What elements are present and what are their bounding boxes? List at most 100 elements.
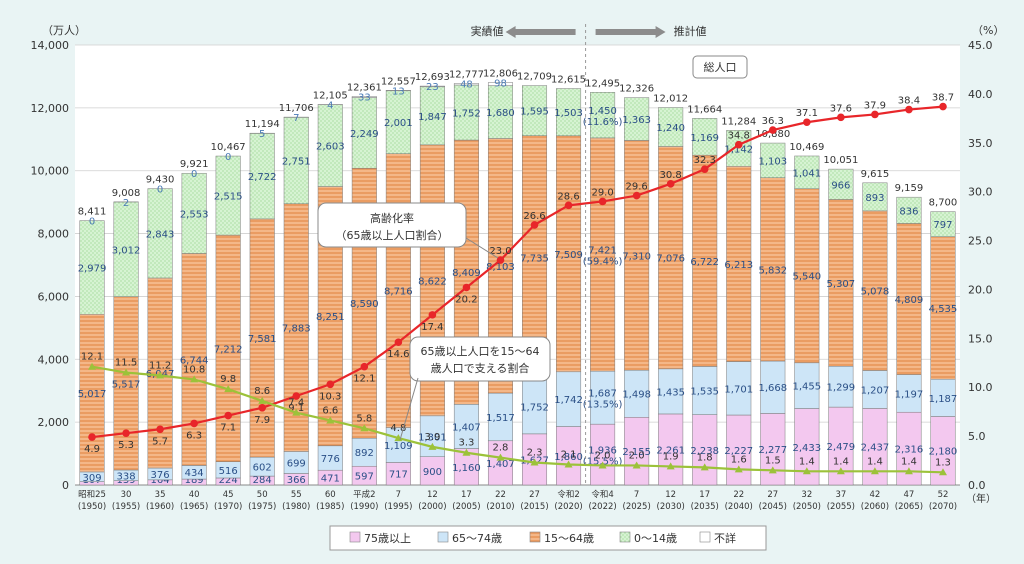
left-tick-label: 0: [62, 479, 69, 492]
line-point: [224, 412, 232, 420]
total-label: 12,806: [483, 69, 518, 80]
left-tick-label: 14,000: [31, 39, 70, 52]
line-value-label: 11.5: [115, 358, 137, 369]
segment-value-label: 1,687: [588, 389, 617, 400]
segment-value-label: 13: [392, 86, 405, 97]
line-value-label: 9.8: [220, 374, 236, 385]
legend-swatch: [350, 532, 360, 542]
total-label: 9,430: [146, 175, 175, 186]
segment-value-label: 597: [355, 472, 374, 483]
left-tick-label: 2,000: [38, 416, 70, 429]
segment-value-label: 7,509: [554, 250, 583, 261]
x-year-label: (1955): [112, 502, 140, 512]
line-point: [463, 284, 471, 292]
line-value-label: 1.4: [833, 456, 849, 467]
segment-value-label: 434: [185, 468, 204, 479]
x-year-label: (2022): [588, 502, 616, 512]
total-label: 12,326: [619, 84, 654, 95]
estimate-label: 推計値: [674, 24, 707, 38]
line-value-label: 2.0: [595, 450, 611, 461]
segment-value-label: 699: [287, 459, 306, 470]
x-year-label: (2040): [725, 502, 753, 512]
x-year-label: (2060): [861, 502, 889, 512]
x-year-label: (2070): [929, 502, 957, 512]
x-year-label: (2025): [623, 502, 651, 512]
segment-value-label: 2,479: [827, 442, 856, 453]
right-y-axis: 0.05.010.015.020.025.030.035.040.045.0（%…: [966, 24, 1004, 505]
x-era-label: 22: [733, 490, 744, 500]
total-label: 12,557: [381, 76, 416, 87]
support-callout-line: 歳人口で支える割合: [431, 361, 530, 375]
actual-label: 実績値: [471, 24, 504, 38]
segment-value-label: 98: [494, 79, 507, 90]
segment-value-label: 1,435: [656, 387, 685, 398]
segment-value-label: 5,832: [758, 265, 787, 276]
x-era-label: 令和4: [591, 489, 613, 500]
line-value-label: 2.1: [561, 449, 577, 460]
x-era-label: 47: [904, 490, 915, 500]
line-value-label: 32.3: [694, 155, 716, 166]
x-year-label: (1960): [146, 502, 174, 512]
segment-value-label: 1,503: [554, 108, 583, 119]
total-label: 10,467: [211, 142, 246, 153]
segment-value-label: 1,847: [418, 112, 447, 123]
right-tick-label: 30.0: [968, 186, 993, 199]
segment-value-label: 1,299: [827, 383, 856, 394]
line-value-label: 37.1: [796, 108, 818, 119]
segment-value-label: 2,843: [146, 229, 175, 240]
segment-value-label: 23: [426, 82, 439, 93]
segment-value-label: 1,109: [384, 441, 413, 452]
legend-label: 0～14歳: [634, 532, 677, 545]
total-label: 9,159: [895, 183, 924, 194]
segment-value-label: 2,603: [316, 142, 345, 153]
segment-value-label: (59.4%): [583, 257, 623, 268]
segment-value-label: 1,535: [690, 387, 719, 398]
total-label: 9,008: [112, 188, 141, 199]
total-label: 10,469: [789, 142, 824, 153]
total-label: 12,777: [449, 69, 484, 80]
x-era-label: 27: [767, 490, 778, 500]
x-year-label: (2020): [554, 502, 582, 512]
legend-label: 75歳以上: [364, 532, 411, 545]
line-value-label: 8.6: [254, 386, 270, 397]
legend-label: 15～64歳: [544, 532, 594, 545]
segment-value-label: 1,752: [520, 402, 549, 413]
support-callout-line: 65歳以上人口を15～64: [421, 345, 540, 358]
segment-value-label: 0: [157, 185, 163, 196]
line-value-label: 30.8: [660, 170, 682, 181]
line-value-label: 7.4: [288, 398, 304, 409]
segment-value-label: 1,041: [793, 168, 822, 179]
segment-value-label: 8,590: [350, 299, 379, 310]
segment-value-label: 2,979: [78, 263, 107, 274]
plot-area: [75, 45, 960, 485]
line-point: [939, 103, 947, 111]
x-year-label: (1970): [214, 502, 242, 512]
line-point: [258, 404, 266, 412]
segment-value-label: 338: [117, 471, 136, 482]
segment-value-label: 1,450: [588, 106, 617, 117]
right-tick-label: 10.0: [968, 381, 993, 394]
line-value-label: 5.7: [152, 436, 168, 447]
legend-label: 不詳: [714, 531, 736, 545]
segment-value-label: 1,187: [929, 394, 958, 405]
x-year-label: (1990): [350, 502, 378, 512]
legend-swatch: [700, 532, 710, 542]
left-tick-label: 10,000: [31, 165, 70, 178]
total-label: 8,411: [78, 207, 107, 218]
right-tick-label: 40.0: [968, 88, 993, 101]
segment-value-label: 797: [933, 220, 952, 231]
total-label: 11,284: [721, 116, 756, 127]
total-label: 12,105: [313, 91, 348, 102]
segment-value-label: 7,076: [656, 254, 685, 265]
x-era-label: 37: [835, 490, 846, 500]
line-value-label: 23.0: [489, 246, 511, 257]
segment-value-label: 5,540: [793, 272, 822, 283]
line-point: [122, 429, 130, 437]
segment-value-label: 8,716: [384, 287, 413, 298]
total-label: 8,700: [929, 198, 958, 209]
segment-value-label: 1,407: [452, 422, 481, 433]
x-era-label: 55: [291, 490, 302, 500]
total-label: 12,615: [551, 75, 586, 86]
x-era-label: 32: [801, 490, 812, 500]
segment-value-label: 776: [321, 454, 340, 465]
